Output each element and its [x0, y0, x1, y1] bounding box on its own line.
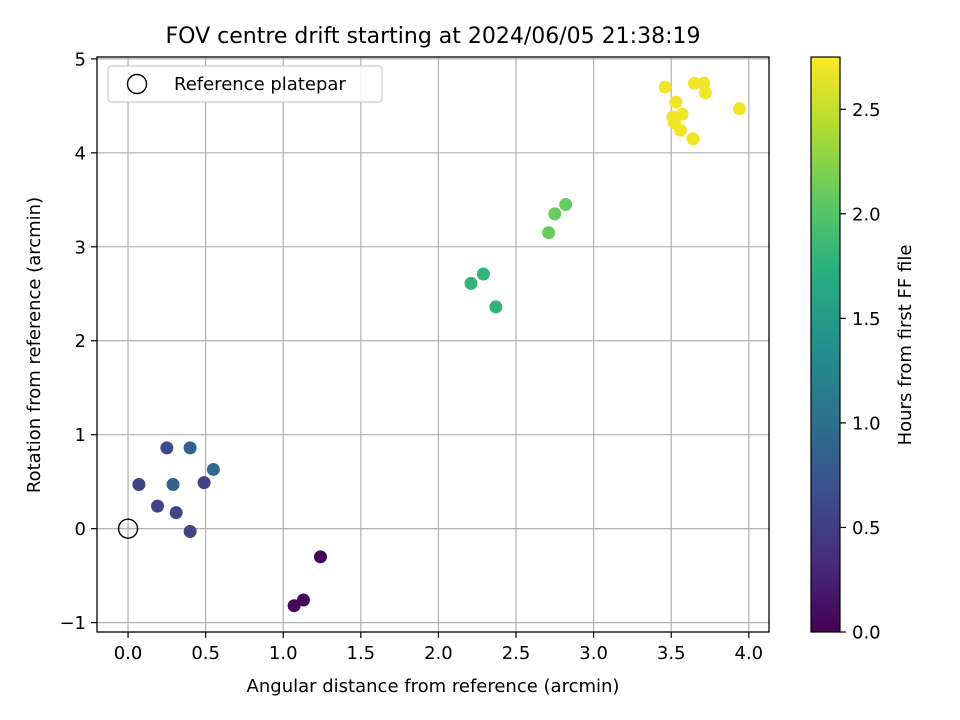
legend-reference-marker — [126, 73, 148, 95]
y-tick-label: 2 — [75, 331, 86, 352]
data-point — [698, 86, 712, 100]
colorbar-tick-label: 0.5 — [852, 518, 881, 539]
data-point — [548, 207, 562, 221]
data-point — [476, 267, 490, 281]
chart-title: FOV centre drift starting at 2024/06/05 … — [166, 24, 701, 49]
data-point — [489, 300, 503, 314]
data-points — [132, 76, 747, 613]
x-tick-label: 2.5 — [502, 643, 531, 664]
data-point — [464, 276, 478, 290]
data-point — [658, 80, 672, 94]
reference-marker-group — [117, 518, 139, 539]
x-tick-label: 0.0 — [114, 643, 143, 664]
data-point — [166, 477, 180, 491]
data-point — [669, 95, 683, 109]
x-tick-label: 0.5 — [191, 643, 220, 664]
y-tick-label: 1 — [75, 425, 86, 446]
legend: Reference platepar — [107, 65, 383, 103]
data-point — [688, 76, 702, 90]
y-tick-label: 3 — [75, 237, 86, 258]
x-tick-label: 3.5 — [657, 643, 686, 664]
y-tick-label: −1 — [59, 613, 86, 634]
y-tick-label: 0 — [75, 519, 86, 540]
x-tick-label: 1.5 — [347, 643, 376, 664]
colorbar-ticks: 0.0 0.5 1.0 1.5 2.0 2.5 — [840, 100, 881, 644]
data-point — [151, 499, 165, 513]
colorbar-tick-label: 1.0 — [852, 413, 881, 434]
x-tick-label: 4.0 — [735, 643, 764, 664]
y-tick-label: 4 — [75, 143, 86, 164]
data-point — [169, 506, 183, 520]
y-axis-label: Rotation from reference (arcmin) — [24, 197, 45, 493]
colorbar-tick-label: 2.0 — [852, 204, 881, 225]
data-point — [132, 477, 146, 491]
legend-label: Reference platepar — [174, 74, 346, 95]
data-point — [183, 524, 197, 538]
y-tick-label: 5 — [75, 49, 86, 70]
legend-box — [107, 65, 383, 103]
data-point — [206, 462, 220, 476]
y-axis-ticks: −1 0 1 2 3 4 5 — [59, 49, 97, 634]
colorbar-tick-label: 2.5 — [852, 100, 881, 121]
colorbar-label: Hours from first FF file — [895, 245, 916, 446]
colorbar-tick-label: 1.5 — [852, 309, 881, 330]
data-point — [296, 593, 310, 607]
data-point — [287, 599, 301, 613]
plot-frame — [96, 56, 770, 633]
x-tick-label: 2.0 — [424, 643, 453, 664]
reference-marker — [117, 518, 139, 539]
colorbar: 0.0 0.5 1.0 1.5 2.0 2.5 Hours from first FF f… — [810, 56, 916, 644]
data-point — [183, 441, 197, 455]
colorbar-tick-label: 0.0 — [852, 623, 881, 644]
data-point — [197, 476, 211, 490]
data-point — [686, 132, 700, 146]
data-point — [160, 441, 174, 455]
data-point — [733, 102, 747, 116]
data-point — [542, 226, 556, 240]
grid-lines — [97, 57, 769, 632]
x-tick-label: 3.0 — [579, 643, 608, 664]
data-point — [313, 550, 327, 564]
x-axis-label: Angular distance from reference (arcmin) — [247, 676, 620, 697]
x-tick-label: 1.0 — [269, 643, 298, 664]
colorbar-gradient — [810, 56, 841, 633]
data-point — [559, 198, 573, 212]
x-axis-ticks: 0.0 0.5 1.0 1.5 2.0 2.5 3.0 3.5 4.0 — [114, 632, 763, 664]
data-point — [674, 123, 688, 137]
